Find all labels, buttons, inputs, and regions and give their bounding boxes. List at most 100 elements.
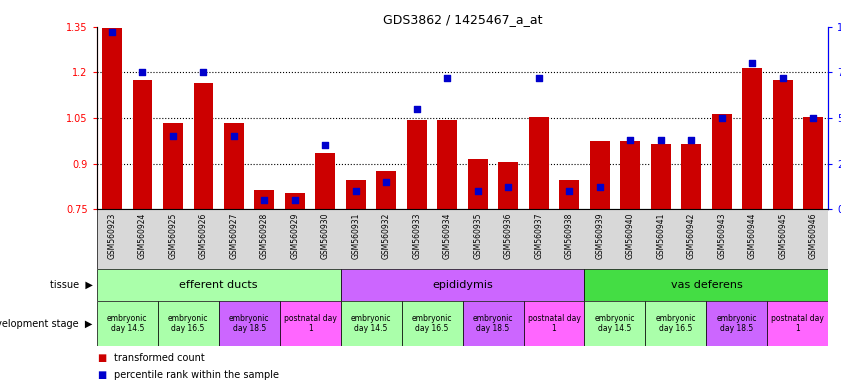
Bar xyxy=(651,144,670,209)
Text: GSM560932: GSM560932 xyxy=(382,212,391,259)
Text: vas deferens: vas deferens xyxy=(670,280,743,290)
Text: embryonic
day 14.5: embryonic day 14.5 xyxy=(107,314,147,333)
Bar xyxy=(401,301,463,346)
Text: GSM560929: GSM560929 xyxy=(290,212,299,259)
Bar xyxy=(193,83,214,209)
Text: GSM560936: GSM560936 xyxy=(504,212,513,259)
Text: ■: ■ xyxy=(97,370,106,380)
Text: GSM560928: GSM560928 xyxy=(260,212,269,258)
Text: GSM560938: GSM560938 xyxy=(565,212,574,259)
Text: GSM560941: GSM560941 xyxy=(656,212,665,259)
Bar xyxy=(97,301,157,346)
Bar xyxy=(407,119,426,209)
Point xyxy=(135,70,149,76)
Text: GSM560926: GSM560926 xyxy=(199,212,208,259)
Text: embryonic
day 16.5: embryonic day 16.5 xyxy=(412,314,452,333)
Point xyxy=(441,75,454,81)
Point xyxy=(257,197,271,203)
Point xyxy=(501,184,515,190)
Point xyxy=(807,115,820,121)
Bar xyxy=(645,301,706,346)
Text: GSM560937: GSM560937 xyxy=(534,212,543,259)
Bar xyxy=(133,80,152,209)
Bar xyxy=(437,119,458,209)
Text: embryonic
day 18.5: embryonic day 18.5 xyxy=(229,314,269,333)
Text: GSM560927: GSM560927 xyxy=(230,212,238,259)
Text: GSM560942: GSM560942 xyxy=(687,212,696,259)
Point xyxy=(654,137,668,143)
Bar xyxy=(463,301,523,346)
Text: GSM560945: GSM560945 xyxy=(778,212,787,259)
Bar xyxy=(767,301,828,346)
Point xyxy=(197,70,210,76)
Bar xyxy=(584,301,645,346)
Bar xyxy=(341,301,401,346)
Text: GSM560931: GSM560931 xyxy=(352,212,360,259)
Text: GSM560940: GSM560940 xyxy=(626,212,635,259)
Text: postnatal day
1: postnatal day 1 xyxy=(771,314,824,333)
Point xyxy=(623,137,637,143)
Text: GSM560934: GSM560934 xyxy=(443,212,452,259)
Bar xyxy=(743,68,762,209)
Text: embryonic
day 18.5: embryonic day 18.5 xyxy=(473,314,513,333)
Point xyxy=(319,142,332,149)
Bar xyxy=(224,122,244,209)
Bar xyxy=(97,269,341,301)
Bar xyxy=(559,180,579,209)
Bar xyxy=(315,153,336,209)
Text: embryonic
day 14.5: embryonic day 14.5 xyxy=(595,314,635,333)
Point xyxy=(379,179,393,185)
Bar xyxy=(590,141,610,209)
Point xyxy=(288,197,302,203)
Bar xyxy=(706,301,767,346)
Bar xyxy=(219,301,279,346)
Text: embryonic
day 18.5: embryonic day 18.5 xyxy=(717,314,757,333)
Bar xyxy=(285,192,304,209)
Bar xyxy=(711,114,732,209)
Text: percentile rank within the sample: percentile rank within the sample xyxy=(114,370,278,380)
Bar xyxy=(279,301,341,346)
Bar xyxy=(529,117,548,209)
Point xyxy=(532,75,546,81)
Text: GSM560935: GSM560935 xyxy=(473,212,482,259)
Text: embryonic
day 16.5: embryonic day 16.5 xyxy=(168,314,209,333)
Text: GSM560946: GSM560946 xyxy=(809,212,817,259)
Bar xyxy=(584,269,828,301)
Bar xyxy=(803,117,823,209)
Bar xyxy=(681,144,701,209)
Bar xyxy=(341,269,584,301)
Point xyxy=(227,133,241,139)
Text: GSM560925: GSM560925 xyxy=(168,212,177,259)
Text: GSM560939: GSM560939 xyxy=(595,212,604,259)
Text: GSM560944: GSM560944 xyxy=(748,212,757,259)
Point xyxy=(563,188,576,194)
Bar xyxy=(468,159,488,209)
Text: efferent ducts: efferent ducts xyxy=(179,280,258,290)
Bar xyxy=(621,141,640,209)
Text: GSM560943: GSM560943 xyxy=(717,212,726,259)
Bar xyxy=(773,80,792,209)
Bar xyxy=(346,180,366,209)
Text: GSM560924: GSM560924 xyxy=(138,212,147,259)
Text: GSM560930: GSM560930 xyxy=(321,212,330,259)
Text: transformed count: transformed count xyxy=(114,353,204,363)
Bar xyxy=(157,301,219,346)
Text: embryonic
day 16.5: embryonic day 16.5 xyxy=(656,314,696,333)
Text: tissue  ▶: tissue ▶ xyxy=(50,280,93,290)
Bar xyxy=(255,190,274,209)
Point xyxy=(471,188,484,194)
Bar xyxy=(163,122,182,209)
Point xyxy=(349,188,362,194)
Text: GSM560923: GSM560923 xyxy=(108,212,116,259)
Text: development stage  ▶: development stage ▶ xyxy=(0,318,93,329)
Text: GSM560933: GSM560933 xyxy=(412,212,421,259)
Bar xyxy=(499,162,518,209)
Bar xyxy=(102,28,122,209)
Bar xyxy=(523,301,584,346)
Point xyxy=(105,29,119,35)
Point xyxy=(593,184,606,190)
Point xyxy=(776,75,790,81)
Point xyxy=(715,115,728,121)
Bar xyxy=(377,171,396,209)
Text: embryonic
day 14.5: embryonic day 14.5 xyxy=(351,314,391,333)
